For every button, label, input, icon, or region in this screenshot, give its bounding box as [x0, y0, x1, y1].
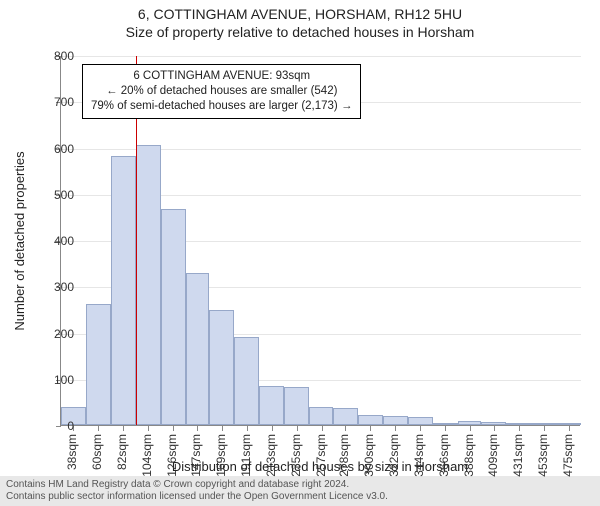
histogram-bar [458, 421, 482, 425]
histogram-bar [309, 407, 333, 425]
x-tick-mark [494, 426, 495, 431]
x-tick-label: 475sqm [561, 434, 575, 477]
histogram-bar [531, 423, 556, 425]
x-tick-mark [322, 426, 323, 431]
histogram-bar [506, 423, 531, 425]
x-tick-mark [370, 426, 371, 431]
x-tick-mark [247, 426, 248, 431]
x-tick-label: 257sqm [314, 434, 328, 477]
x-tick-mark [420, 426, 421, 431]
y-tick-label: 300 [24, 280, 74, 294]
histogram-bar [111, 156, 136, 425]
x-tick-mark [173, 426, 174, 431]
y-tick-label: 700 [24, 95, 74, 109]
info-box-line2: ← 20% of detached houses are smaller (54… [91, 84, 352, 99]
histogram-bar [136, 145, 161, 425]
x-tick-mark [222, 426, 223, 431]
x-tick-mark [98, 426, 99, 431]
x-tick-label: 169sqm [214, 434, 228, 477]
x-tick-mark [519, 426, 520, 431]
y-tick-label: 0 [24, 419, 74, 433]
x-tick-label: 104sqm [140, 434, 154, 477]
footer: Contains HM Land Registry data © Crown c… [0, 476, 600, 506]
x-tick-mark [395, 426, 396, 431]
x-tick-label: 344sqm [412, 434, 426, 477]
x-tick-label: 82sqm [115, 434, 129, 470]
x-tick-label: 388sqm [462, 434, 476, 477]
x-tick-mark [272, 426, 273, 431]
x-tick-label: 126sqm [165, 434, 179, 477]
page-title-line2: Size of property relative to detached ho… [0, 24, 600, 40]
histogram-bar [161, 209, 186, 425]
x-tick-label: 409sqm [486, 434, 500, 477]
x-tick-mark [544, 426, 545, 431]
y-tick-label: 800 [24, 49, 74, 63]
x-tick-label: 38sqm [65, 434, 79, 470]
histogram-bar [259, 386, 284, 425]
histogram-bar [234, 337, 259, 425]
x-tick-mark [197, 426, 198, 431]
x-tick-mark [569, 426, 570, 431]
x-tick-label: 453sqm [536, 434, 550, 477]
x-tick-mark [148, 426, 149, 431]
x-tick-label: 213sqm [264, 434, 278, 477]
histogram-bar [481, 422, 506, 425]
x-tick-mark [470, 426, 471, 431]
y-tick-label: 600 [24, 142, 74, 156]
x-tick-label: 322sqm [387, 434, 401, 477]
histogram-bar [186, 273, 210, 425]
histogram-bar [209, 310, 234, 425]
y-tick-label: 200 [24, 327, 74, 341]
histogram-bar [358, 415, 383, 425]
info-box: 6 COTTINGHAM AVENUE: 93sqm ← 20% of deta… [82, 64, 361, 119]
x-tick-label: 366sqm [437, 434, 451, 477]
x-tick-label: 235sqm [289, 434, 303, 477]
x-tick-mark [297, 426, 298, 431]
page-title-line1: 6, COTTINGHAM AVENUE, HORSHAM, RH12 5HU [0, 6, 600, 22]
footer-line2: Contains public sector information licen… [6, 491, 594, 503]
x-tick-label: 300sqm [362, 434, 376, 477]
histogram-bar [408, 417, 433, 425]
y-tick-label: 400 [24, 234, 74, 248]
histogram-bar [86, 304, 111, 425]
histogram-bar [433, 423, 458, 425]
histogram-bar [556, 423, 581, 425]
x-tick-mark [445, 426, 446, 431]
y-tick-label: 500 [24, 188, 74, 202]
x-tick-mark [123, 426, 124, 431]
x-tick-label: 147sqm [189, 434, 203, 477]
x-tick-mark [345, 426, 346, 431]
info-box-line3: 79% of semi-detached houses are larger (… [91, 99, 352, 114]
histogram-bar [284, 387, 309, 425]
x-tick-label: 60sqm [90, 434, 104, 470]
grid-line [61, 56, 581, 57]
x-tick-label: 191sqm [239, 434, 253, 477]
x-tick-label: 431sqm [511, 434, 525, 477]
histogram-bar [383, 416, 408, 425]
histogram-bar [333, 408, 358, 425]
info-box-line1: 6 COTTINGHAM AVENUE: 93sqm [91, 69, 352, 84]
x-tick-label: 278sqm [337, 434, 351, 477]
footer-line1: Contains HM Land Registry data © Crown c… [6, 479, 594, 491]
y-tick-label: 100 [24, 373, 74, 387]
